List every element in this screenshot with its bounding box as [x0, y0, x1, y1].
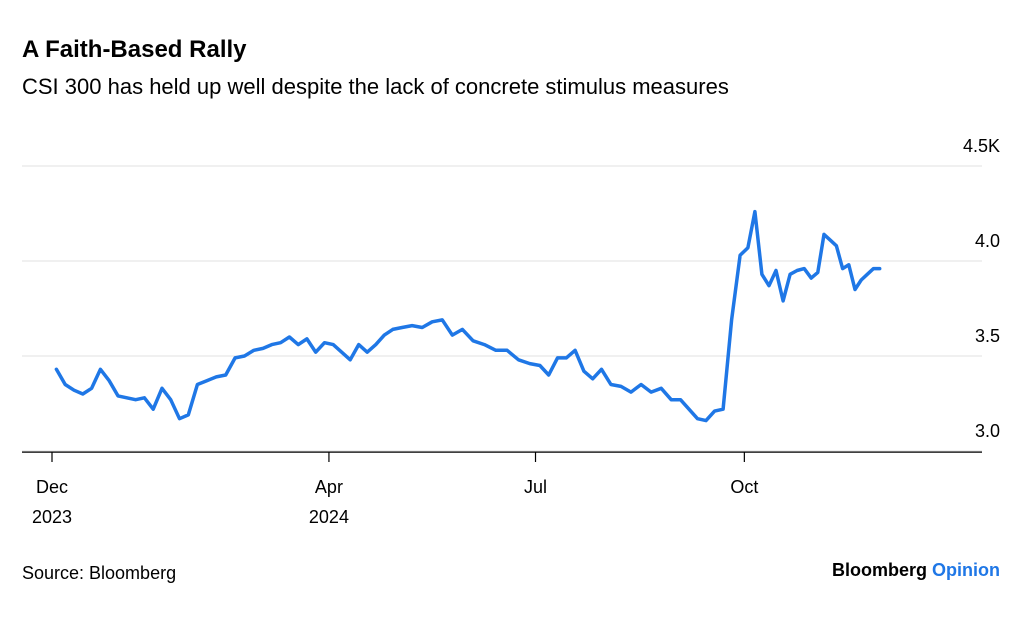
chart-title: A Faith-Based Rally [22, 36, 247, 63]
data-line [54, 209, 882, 423]
brand-name: Bloomberg [832, 560, 927, 580]
y-tick-label: 4.0 [975, 231, 1000, 251]
x-tick-label: Dec [36, 477, 68, 497]
x-tick-label: Oct [730, 477, 758, 497]
brand: Bloomberg Opinion [832, 560, 1000, 580]
brand-accent: Opinion [932, 560, 1000, 580]
x-tick-label: 2023 [32, 507, 72, 527]
y-tick-label: 4.5K [963, 136, 1000, 156]
x-tick-label: Apr [315, 477, 343, 497]
y-tick-label: 3.5 [975, 326, 1000, 346]
chart-subtitle: CSI 300 has held up well despite the lac… [22, 74, 729, 99]
y-tick-label: 3.0 [975, 421, 1000, 441]
source: Source: Bloomberg [22, 563, 176, 583]
x-tick-label: Jul [524, 477, 547, 497]
x-tick-label: 2024 [309, 507, 349, 527]
